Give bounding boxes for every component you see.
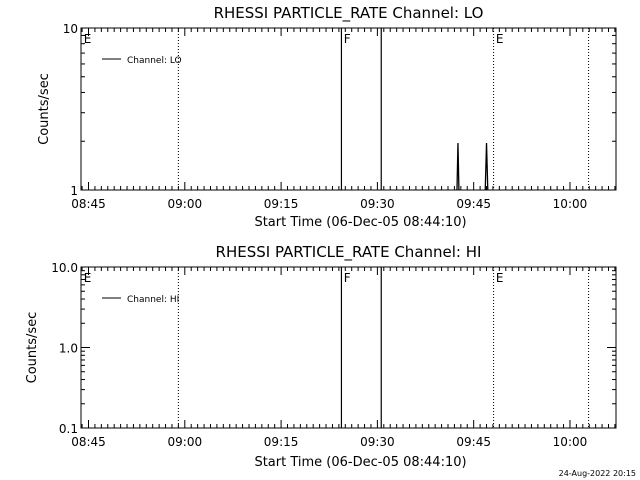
chart-title: RHESSI PARTICLE_RATE Channel: LO [214, 4, 484, 23]
marker-label-e: E [84, 32, 92, 46]
x-axis-label: Start Time (06-Dec-05 08:44:10) [254, 455, 466, 470]
data-spike-1 [456, 142, 460, 191]
x-tick-label: 09:45 [456, 197, 491, 211]
y-axis-label: Counts/sec [37, 73, 52, 145]
x-tick-label: 09:00 [168, 197, 203, 211]
x-tick-label: 08:45 [71, 197, 106, 211]
y-axis-label: Counts/sec [25, 312, 40, 384]
x-tick-label: 10:00 [553, 435, 588, 449]
x-tick-label: 10:00 [553, 197, 588, 211]
x-tick-label: 08:45 [71, 435, 106, 449]
y-tick-label: 10 [63, 22, 78, 36]
chart-panel-2: RHESSI PARTICLE_RATE Channel: HI 08:45 09:… [25, 243, 617, 470]
marker-label-e: E [84, 271, 92, 285]
x-axis-label: Start Time (06-Dec-05 08:44:10) [254, 215, 466, 230]
chart-title: RHESSI PARTICLE_RATE Channel: HI [216, 243, 482, 262]
y-tick-label: 1 [70, 184, 78, 198]
marker-label-f: F [344, 32, 351, 46]
x-tick-label: 09:00 [168, 435, 203, 449]
marker-label-e: E [496, 271, 504, 285]
x-tick-label: 09:45 [456, 435, 491, 449]
y-tick-label: 0.1 [59, 422, 78, 436]
plot-frame [80, 27, 617, 191]
x-tick-label: 09:30 [360, 435, 395, 449]
y-tick-label: 10.0 [51, 261, 78, 275]
legend-label: Channel: LO [127, 56, 182, 66]
footer-date: 24-Aug-2022 20:15 [558, 469, 636, 478]
plot-frame [80, 266, 617, 429]
x-tick-label: 09:15 [264, 197, 299, 211]
x-tick-label: 09:30 [360, 197, 395, 211]
marker-label-f: F [344, 271, 351, 285]
marker-label-e: E [496, 32, 504, 46]
data-spike-2 [484, 142, 489, 191]
y-tick-label: 1.0 [59, 342, 78, 356]
x-tick-label: 09:15 [264, 435, 299, 449]
chart-panel-1: RHESSI PARTICLE_RATE Channel: LO 08:45 09:… [37, 4, 617, 230]
legend-label: Channel: HI [127, 295, 179, 305]
